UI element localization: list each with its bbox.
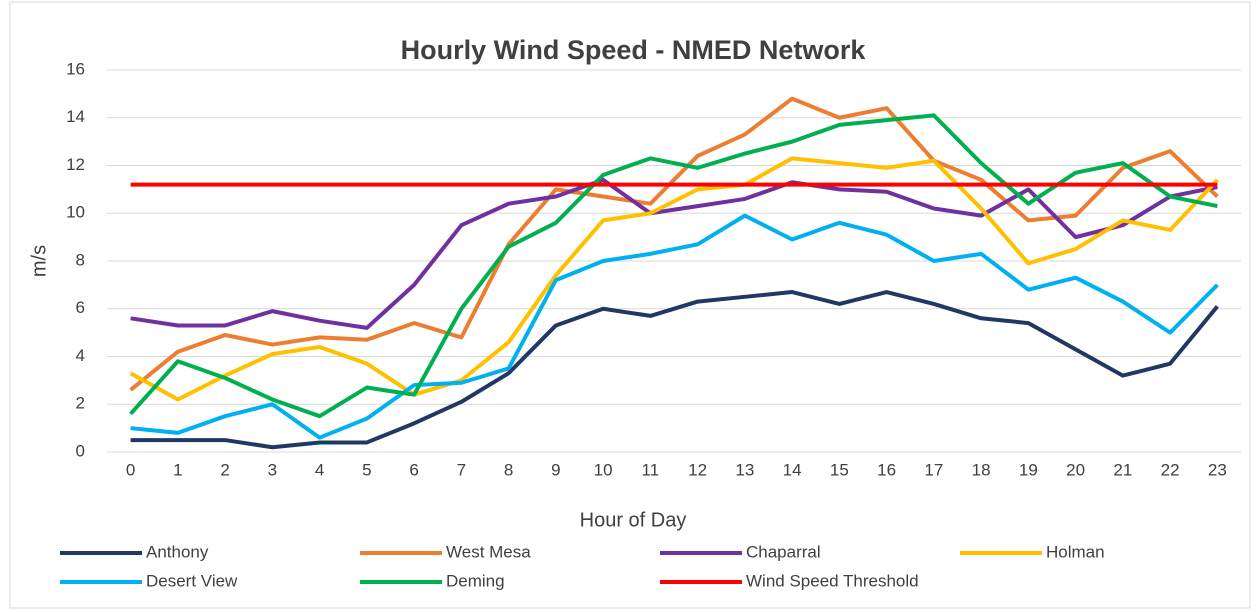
x-axis-label: Hour of Day <box>580 509 687 531</box>
legend-label: Desert View <box>146 571 238 590</box>
legend-label: Anthony <box>146 542 209 561</box>
y-tick-label: 16 <box>66 59 85 78</box>
y-tick-label: 4 <box>76 346 85 365</box>
x-tick-label: 8 <box>504 460 513 479</box>
x-tick-label: 12 <box>688 460 707 479</box>
legend-label: West Mesa <box>446 542 531 561</box>
y-axis-label: m/s <box>28 245 50 277</box>
y-tick-label: 2 <box>76 394 85 413</box>
x-tick-label: 23 <box>1208 460 1227 479</box>
series-line <box>130 213 1219 440</box>
legend-label: Deming <box>446 571 505 590</box>
x-tick-label: 17 <box>924 460 943 479</box>
series-line <box>129 96 1219 392</box>
y-tick-label: 6 <box>76 298 85 317</box>
x-tick-label: 4 <box>315 460 324 479</box>
y-tick-label: 12 <box>66 155 85 174</box>
y-tick-label: 14 <box>66 107 85 126</box>
y-tick-label: 10 <box>66 203 85 222</box>
x-tick-label: 9 <box>551 460 560 479</box>
x-tick-label: 14 <box>783 460 802 479</box>
y-tick-label: 8 <box>76 250 85 269</box>
x-tick-label: 20 <box>1066 460 1085 479</box>
x-tick-label: 10 <box>594 460 613 479</box>
legend-label: Chaparral <box>746 542 821 561</box>
x-tick-label: 16 <box>877 460 896 479</box>
x-tick-label: 6 <box>409 460 418 479</box>
y-tick-label: 0 <box>76 441 85 460</box>
x-tick-label: 11 <box>642 460 660 479</box>
x-tick-label: 21 <box>1113 460 1132 479</box>
series-line <box>130 290 1219 450</box>
x-tick-label: 19 <box>1019 460 1038 479</box>
x-tick-label: 15 <box>830 460 849 479</box>
legend-label: Holman <box>1046 542 1105 561</box>
x-tick-label: 3 <box>268 460 277 479</box>
chart-title: Hourly Wind Speed - NMED Network <box>401 35 867 65</box>
x-tick-label: 7 <box>457 460 466 479</box>
x-tick-label: 22 <box>1161 460 1180 479</box>
x-tick-label: 18 <box>972 460 991 479</box>
x-tick-label: 5 <box>362 460 371 479</box>
x-tick-label: 2 <box>220 460 229 479</box>
series-line <box>129 156 1219 402</box>
series-line <box>129 113 1218 419</box>
legend-label: Wind Speed Threshold <box>746 571 919 590</box>
x-tick-label: 1 <box>173 460 182 479</box>
chart-frame <box>9 1 1251 609</box>
x-tick-label: 0 <box>126 460 135 479</box>
x-tick-label: 13 <box>735 460 754 479</box>
